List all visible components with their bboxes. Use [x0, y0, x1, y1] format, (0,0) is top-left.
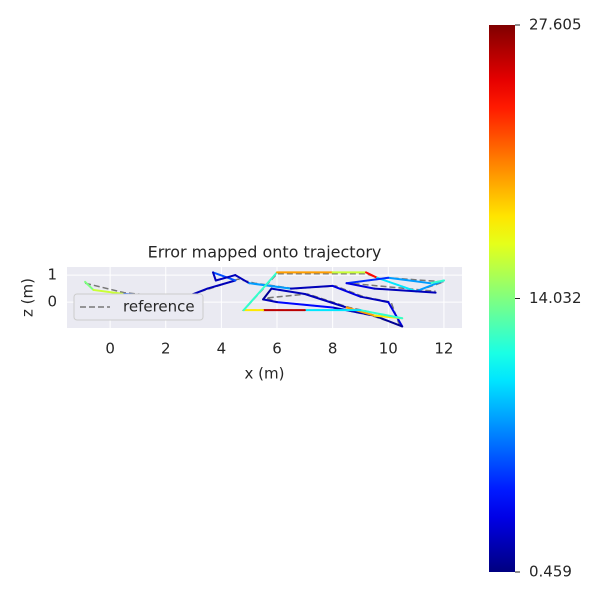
trajectory-segment — [212, 271, 217, 282]
x-tick-label: 2 — [161, 340, 171, 358]
trajectory-segment — [214, 274, 237, 282]
trajectory-segment — [359, 309, 404, 320]
trajectory-segment — [359, 295, 390, 304]
trajectory-segment — [345, 276, 390, 285]
legend-label: reference — [123, 298, 195, 316]
trajectory-segment — [212, 271, 237, 282]
trajectory-segment — [262, 298, 279, 304]
trajectory-segment — [248, 282, 292, 290]
y-tick-label: 0 — [47, 293, 57, 311]
x-tick-label: 4 — [217, 340, 227, 358]
trajectory-segment — [242, 271, 279, 312]
chart-title: Error mapped onto trajectory — [148, 243, 382, 262]
x-tick-label: 10 — [379, 340, 398, 358]
trajectory-segment — [373, 314, 404, 328]
trajectory-segment — [373, 287, 437, 294]
trajectory-segment — [331, 284, 362, 298]
trajectory-segment — [387, 301, 404, 328]
colorbar — [489, 25, 515, 572]
trajectory-segment — [289, 284, 334, 290]
trajectory-segment — [429, 279, 445, 285]
y-tick-label: 1 — [47, 266, 57, 284]
trajectory-segment — [365, 271, 379, 279]
trajectory-segment — [234, 274, 251, 285]
x-tick-label: 0 — [105, 340, 115, 358]
x-tick-label: 8 — [328, 340, 338, 358]
trajectory-segment — [276, 301, 334, 309]
x-tick-label: 6 — [272, 340, 282, 358]
trajectory-segment — [387, 276, 432, 285]
trajectory-segment — [345, 282, 376, 290]
colorbar-tick-label: 14.032 — [529, 289, 582, 307]
trajectory-segment — [262, 287, 273, 301]
trajectory-segment — [303, 292, 348, 309]
trajectory-segment — [376, 276, 418, 293]
trajectory-segment — [270, 287, 306, 295]
trajectory-segment — [84, 280, 95, 291]
colorbar-tick-label: 27.605 — [529, 16, 582, 34]
x-tick-label: 12 — [434, 340, 453, 358]
x-axis-label: x (m) — [245, 365, 285, 383]
y-axis-label: z (m) — [19, 278, 37, 317]
trajectory-segment — [345, 306, 376, 317]
legend-box — [73, 293, 204, 321]
trajectory-segment — [206, 279, 237, 290]
trajectory-segment — [92, 288, 126, 295]
colorbar-tick-label: 0.459 — [529, 563, 572, 581]
